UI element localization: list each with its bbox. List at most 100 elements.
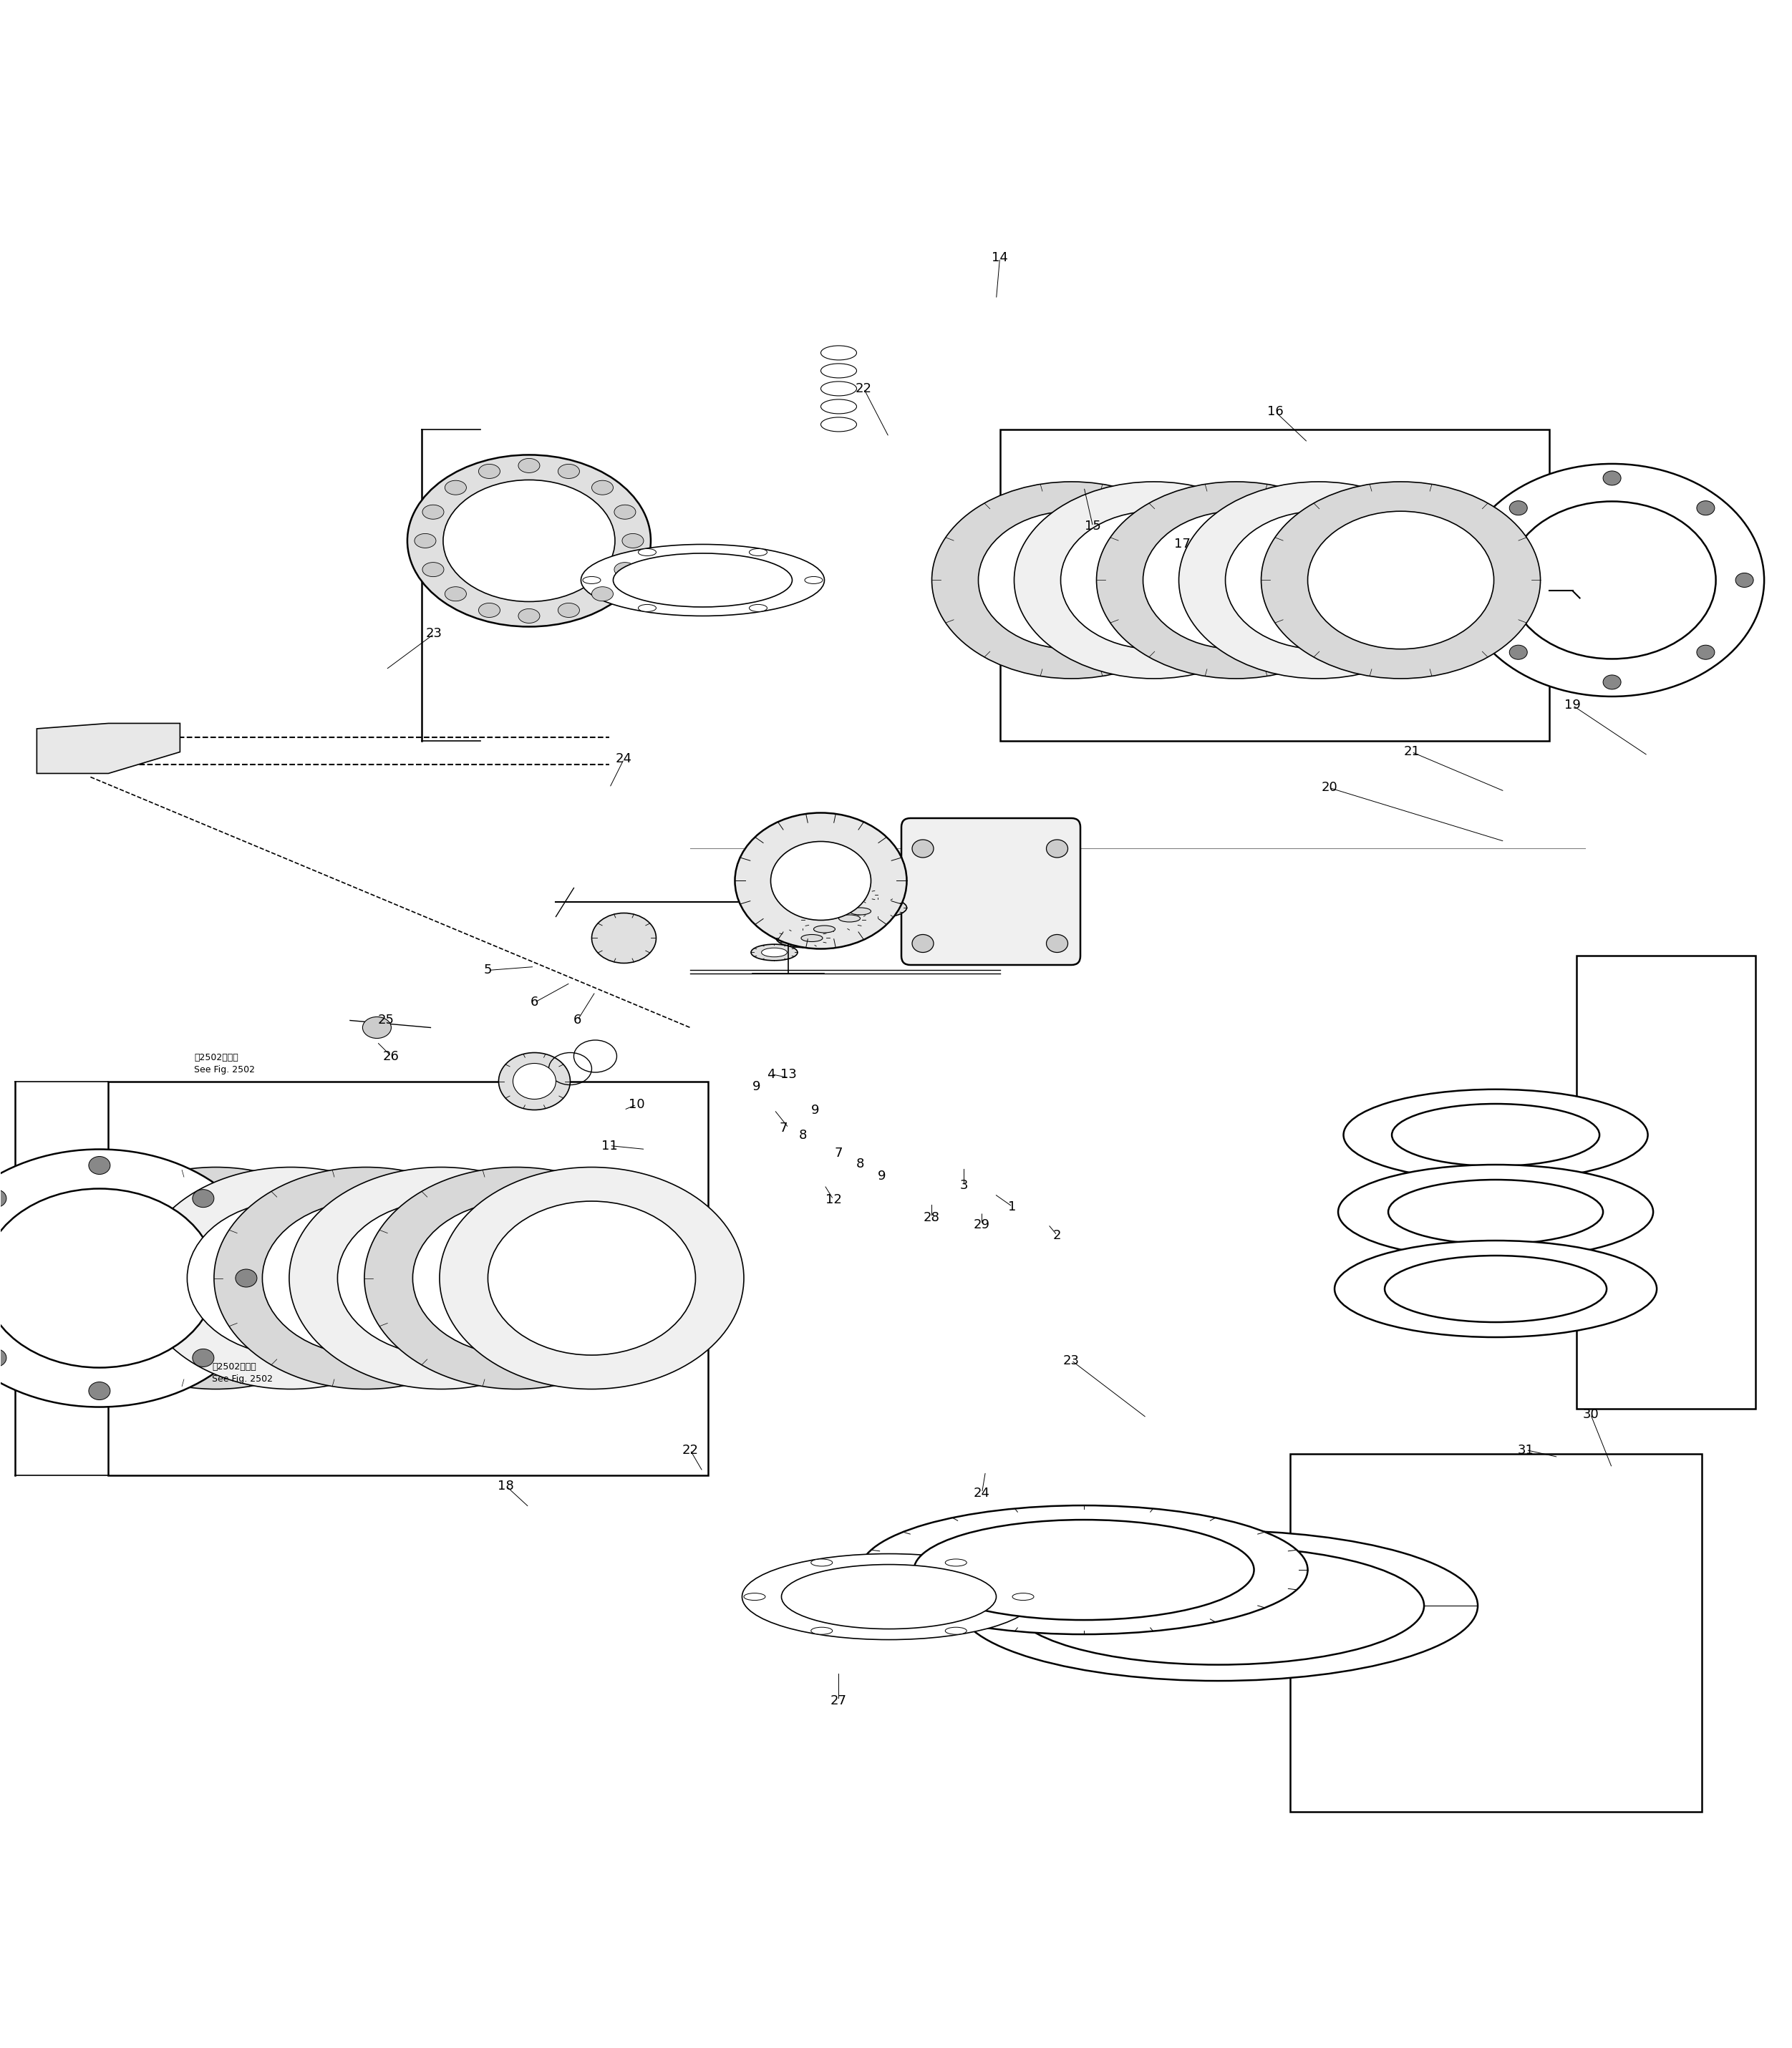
Ellipse shape [1392, 1104, 1600, 1165]
Ellipse shape [788, 934, 817, 944]
Ellipse shape [1389, 1180, 1604, 1243]
Text: 1: 1 [1009, 1200, 1016, 1212]
Text: 22: 22 [855, 383, 873, 395]
Text: 12: 12 [824, 1192, 842, 1206]
Ellipse shape [776, 928, 830, 948]
Text: 6: 6 [573, 1014, 581, 1026]
Text: 23: 23 [1063, 1354, 1079, 1366]
Ellipse shape [914, 1520, 1254, 1620]
Ellipse shape [1143, 512, 1330, 649]
Ellipse shape [805, 578, 823, 584]
Ellipse shape [912, 934, 934, 952]
Ellipse shape [1604, 471, 1622, 485]
Ellipse shape [1308, 512, 1495, 649]
Text: 26: 26 [383, 1051, 400, 1063]
Ellipse shape [1460, 463, 1763, 696]
Ellipse shape [781, 1565, 996, 1628]
Ellipse shape [944, 1559, 966, 1567]
Text: 4: 4 [767, 1067, 774, 1081]
Ellipse shape [860, 1505, 1308, 1634]
Ellipse shape [742, 1554, 1036, 1640]
Text: 28: 28 [923, 1210, 941, 1225]
Ellipse shape [111, 1202, 319, 1356]
Ellipse shape [613, 553, 792, 606]
Ellipse shape [812, 1628, 833, 1634]
Ellipse shape [849, 907, 871, 915]
Text: 9: 9 [812, 1104, 819, 1116]
Ellipse shape [771, 842, 871, 920]
Ellipse shape [582, 578, 600, 584]
Ellipse shape [412, 1202, 620, 1356]
Ellipse shape [362, 1018, 391, 1038]
Ellipse shape [0, 1350, 7, 1366]
Ellipse shape [1604, 676, 1622, 690]
Ellipse shape [138, 1167, 443, 1389]
Ellipse shape [90, 1157, 109, 1174]
Ellipse shape [478, 465, 500, 479]
Text: 18: 18 [498, 1479, 514, 1493]
Ellipse shape [591, 913, 656, 963]
Ellipse shape [591, 481, 613, 496]
Ellipse shape [839, 915, 860, 922]
Ellipse shape [192, 1350, 213, 1366]
Text: 22: 22 [683, 1444, 699, 1456]
Ellipse shape [0, 1188, 215, 1368]
Ellipse shape [839, 891, 867, 899]
Ellipse shape [444, 588, 466, 600]
Text: 24: 24 [973, 1487, 991, 1499]
Ellipse shape [1061, 512, 1247, 649]
Ellipse shape [407, 455, 650, 627]
Ellipse shape [814, 926, 835, 932]
Text: 6: 6 [530, 995, 538, 1010]
Text: 8: 8 [857, 1157, 864, 1169]
Text: 23: 23 [426, 627, 443, 641]
Ellipse shape [932, 481, 1211, 678]
Ellipse shape [978, 512, 1165, 649]
Ellipse shape [518, 608, 539, 623]
Ellipse shape [1697, 645, 1715, 659]
Text: 15: 15 [1084, 520, 1100, 532]
Ellipse shape [0, 1149, 269, 1407]
Ellipse shape [1509, 502, 1715, 659]
Text: 3: 3 [961, 1180, 968, 1192]
Ellipse shape [1047, 934, 1068, 952]
Ellipse shape [751, 944, 797, 961]
Ellipse shape [0, 1190, 7, 1208]
Ellipse shape [862, 903, 894, 913]
Ellipse shape [192, 1190, 213, 1208]
Ellipse shape [1339, 1165, 1654, 1260]
Ellipse shape [801, 934, 823, 942]
Text: 24: 24 [616, 754, 633, 766]
Ellipse shape [423, 563, 444, 578]
Ellipse shape [828, 887, 878, 903]
Ellipse shape [1262, 481, 1541, 678]
Text: 31: 31 [1518, 1444, 1534, 1456]
Ellipse shape [289, 1167, 593, 1389]
Ellipse shape [262, 1202, 470, 1356]
Text: 29: 29 [973, 1219, 991, 1231]
Ellipse shape [444, 481, 466, 496]
Text: 7: 7 [780, 1122, 787, 1135]
Ellipse shape [1509, 502, 1527, 516]
Text: 21: 21 [1403, 745, 1419, 758]
Text: 2: 2 [1054, 1229, 1061, 1241]
Ellipse shape [364, 1167, 668, 1389]
Ellipse shape [749, 604, 767, 612]
Ellipse shape [744, 1593, 765, 1599]
Text: 7: 7 [835, 1147, 842, 1159]
Ellipse shape [423, 506, 444, 518]
Text: 25: 25 [378, 1014, 394, 1026]
Ellipse shape [638, 604, 656, 612]
Text: 30: 30 [1582, 1407, 1598, 1421]
Text: 第2502図参照
See Fig. 2502: 第2502図参照 See Fig. 2502 [211, 1362, 272, 1384]
Ellipse shape [235, 1270, 256, 1286]
Ellipse shape [812, 1559, 833, 1567]
Ellipse shape [557, 465, 579, 479]
Ellipse shape [439, 1167, 744, 1389]
Ellipse shape [1012, 1546, 1425, 1665]
Text: 第2502図参照
See Fig. 2502: 第2502図参照 See Fig. 2502 [194, 1053, 254, 1073]
Text: 27: 27 [830, 1694, 848, 1706]
Ellipse shape [443, 479, 615, 602]
Text: 5: 5 [484, 965, 493, 977]
Text: 11: 11 [602, 1139, 618, 1153]
